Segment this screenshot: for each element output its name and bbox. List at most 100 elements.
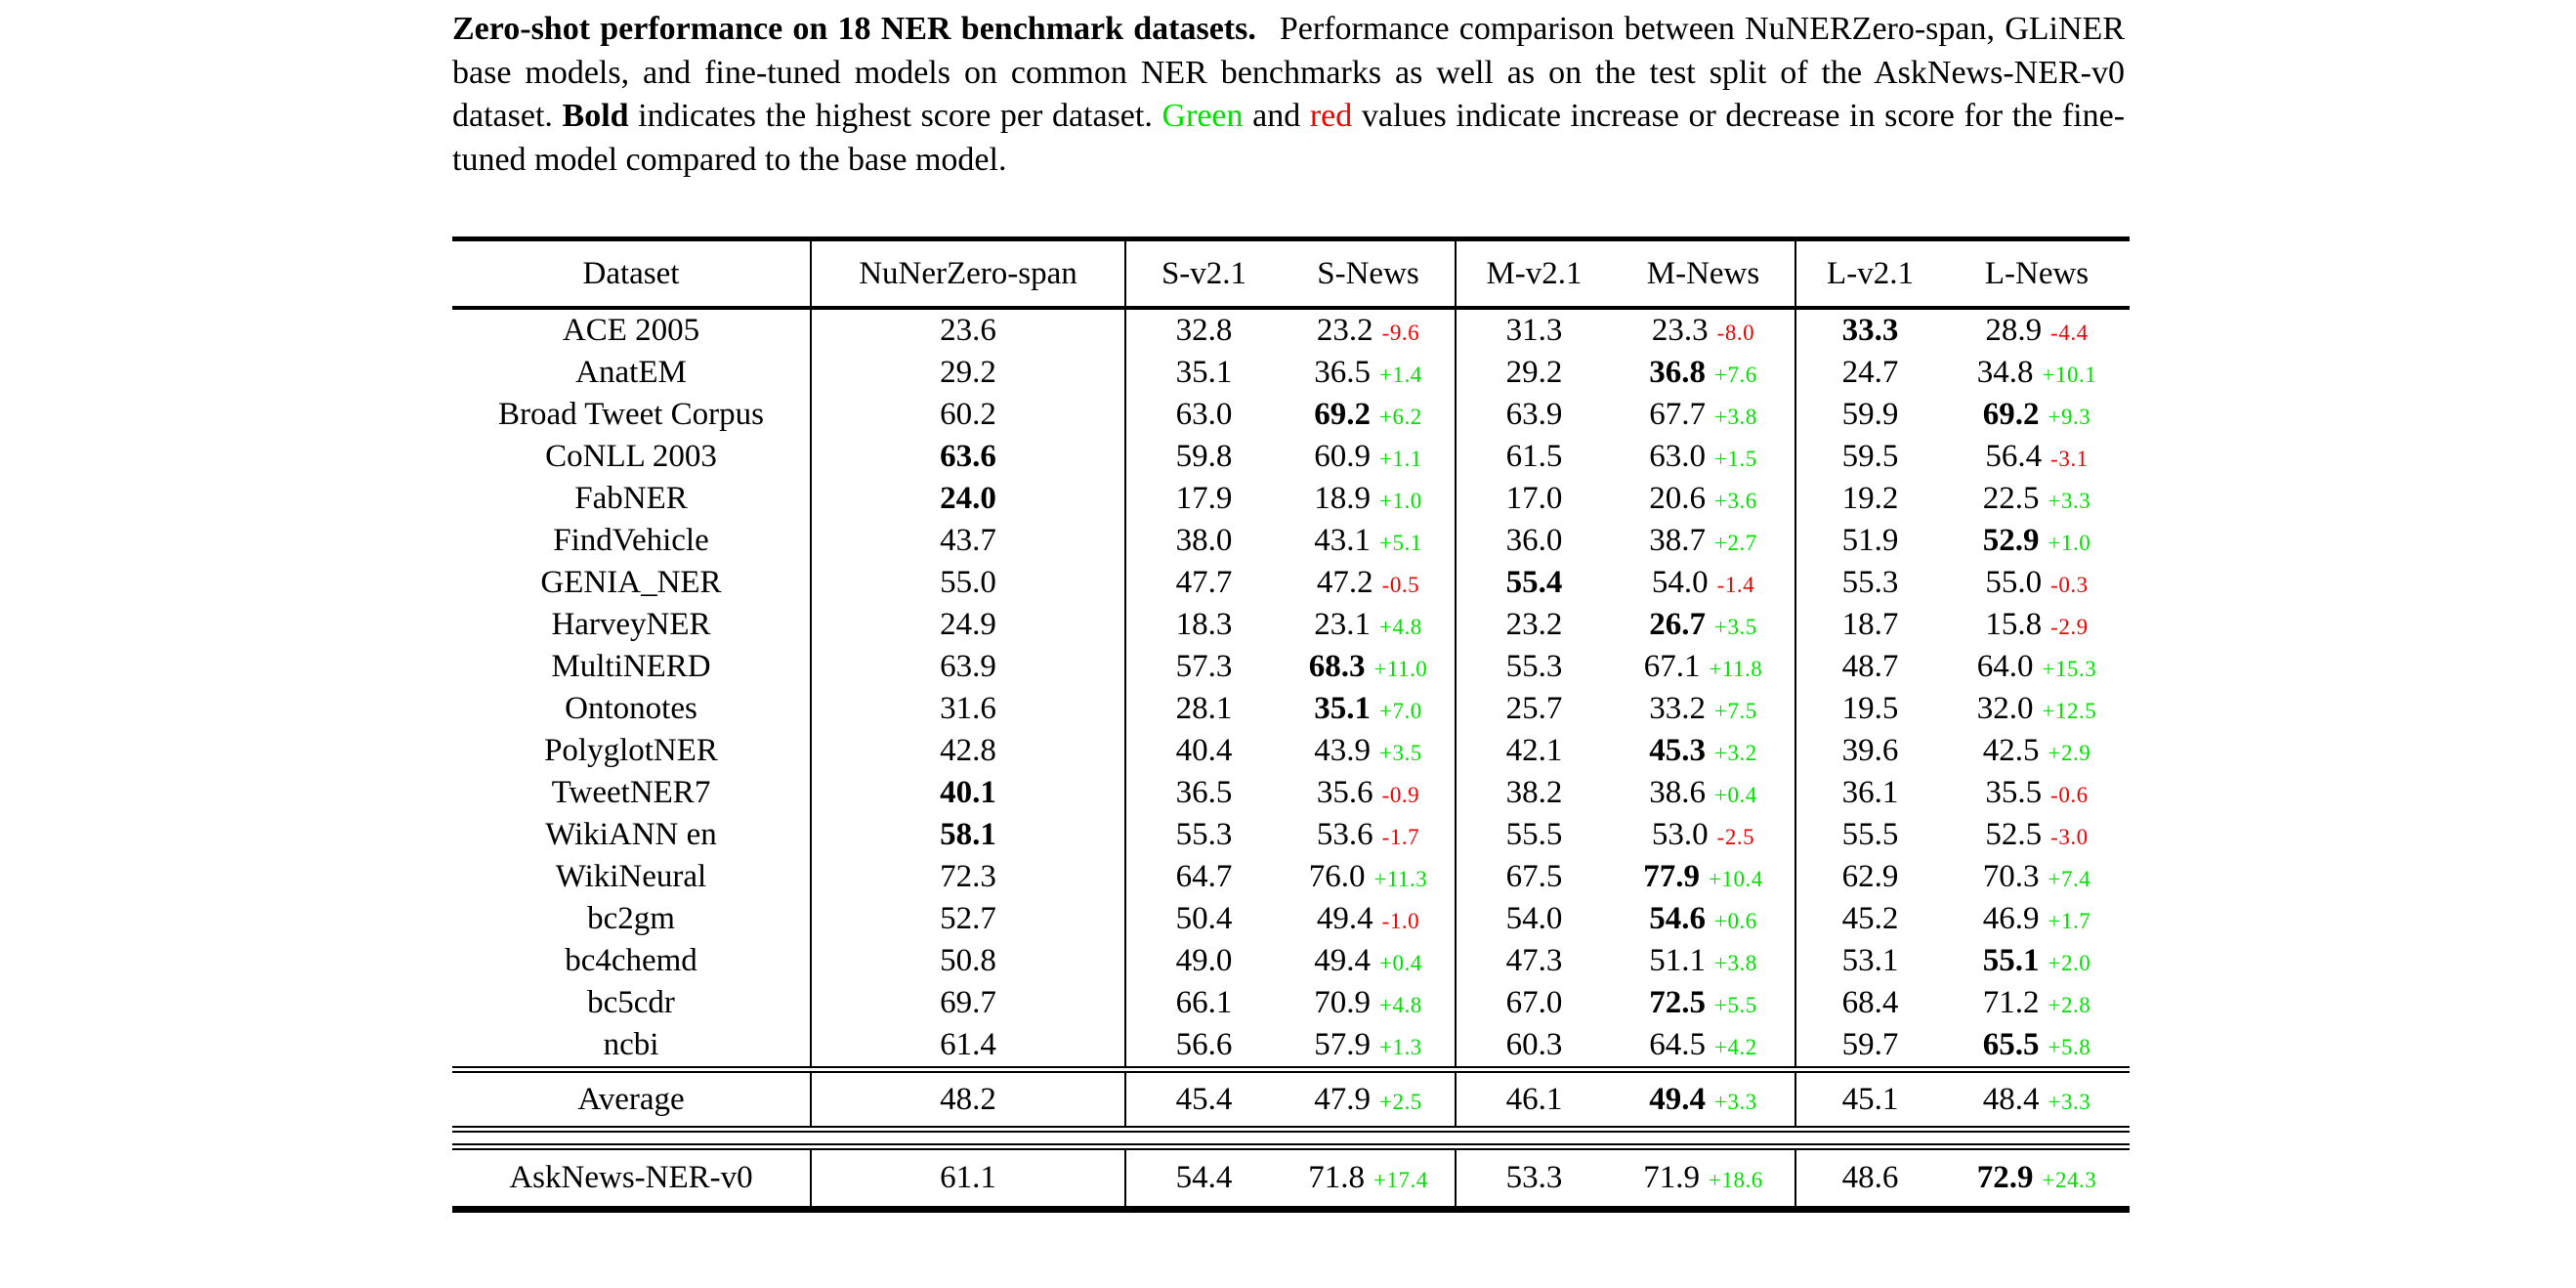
score-delta-increase: +5.1 bbox=[1379, 531, 1422, 555]
dataset-name: MultiNERD bbox=[551, 649, 711, 684]
score-value: 36.1 bbox=[1841, 775, 1899, 810]
cell-s-v2-1: 35.1 bbox=[1124, 352, 1282, 394]
score-value: 55.3 bbox=[1175, 817, 1233, 852]
score-value: 40.4 bbox=[1175, 733, 1233, 768]
score-value-best: 36.8 bbox=[1649, 355, 1706, 390]
caption-green-segment: Green bbox=[1161, 98, 1244, 134]
score-value-best: 72.9 bbox=[1976, 1160, 2034, 1195]
score-value: 55.5 bbox=[1505, 817, 1563, 852]
cell-s-v2-1: 45.4 bbox=[1124, 1069, 1282, 1130]
score-delta-increase: +0.4 bbox=[1379, 951, 1422, 975]
score-value-best: 77.9 bbox=[1643, 859, 1700, 894]
cell-l-news: 72.9 +24.3 bbox=[1944, 1147, 2130, 1210]
cell-l-news: 64.0 +15.3 bbox=[1944, 646, 2130, 688]
score-delta-increase: +5.5 bbox=[1714, 993, 1757, 1017]
cell-dataset: WikiNeural bbox=[452, 856, 811, 898]
score-value: 59.5 bbox=[1841, 439, 1899, 474]
cell-dataset: Ontonotes bbox=[452, 688, 811, 730]
cell-m-news: 33.2 +7.5 bbox=[1612, 688, 1795, 730]
cell-m-v2-1: 60.3 bbox=[1455, 1024, 1612, 1066]
col-header-l-v2-1: L-v2.1 bbox=[1795, 238, 1944, 310]
cell-nunerzero-span: 63.6 bbox=[810, 436, 1125, 478]
cell-nunerzero-span: 60.2 bbox=[810, 394, 1125, 436]
col-header-s-v2-1: S-v2.1 bbox=[1124, 238, 1282, 310]
score-value: 15.8 bbox=[1985, 607, 2043, 642]
score-delta-increase: +2.7 bbox=[1714, 531, 1757, 555]
score-value-best: 40.1 bbox=[940, 775, 996, 810]
cell-l-news: 34.8 +10.1 bbox=[1944, 352, 2130, 394]
cell-dataset: MultiNERD bbox=[452, 646, 811, 688]
cell-m-v2-1: 61.5 bbox=[1455, 436, 1612, 478]
score-delta-increase: +10.4 bbox=[1709, 867, 1763, 891]
score-delta-decrease: -9.6 bbox=[1381, 321, 1420, 345]
score-value: 35.5 bbox=[1985, 775, 2043, 810]
score-value: 18.3 bbox=[1175, 607, 1233, 642]
score-value: 35.6 bbox=[1316, 775, 1373, 810]
score-delta-increase: +15.3 bbox=[2042, 657, 2097, 681]
score-value: 49.4 bbox=[1316, 901, 1373, 936]
cell-l-v2-1: 59.5 bbox=[1795, 436, 1944, 478]
cell-l-news: 52.9 +1.0 bbox=[1944, 520, 2130, 562]
table-row: HarveyNER 24.9 18.3 23.1 +4.8 23.2 26.7 +3.5 18.… bbox=[452, 604, 2130, 646]
score-value-best: 65.5 bbox=[1982, 1027, 2040, 1062]
cell-l-news: 28.9 -4.4 bbox=[1944, 308, 2130, 352]
cell-m-news: 20.6 +3.6 bbox=[1612, 478, 1795, 520]
score-value: 28.1 bbox=[1175, 691, 1233, 726]
score-value-best: 49.4 bbox=[1649, 1081, 1706, 1117]
cell-dataset: HarveyNER bbox=[452, 604, 811, 646]
cell-s-v2-1: 55.3 bbox=[1124, 814, 1282, 856]
score-value: 56.4 bbox=[1985, 439, 2043, 474]
score-value: 17.9 bbox=[1175, 481, 1233, 516]
cell-nunerzero-span: 52.7 bbox=[810, 898, 1125, 940]
score-value: 38.6 bbox=[1649, 775, 1706, 810]
table-row: ncbi 61.4 56.6 57.9 +1.3 60.3 64.5 +4.2 59.7 65.5… bbox=[452, 1024, 2130, 1066]
score-value-best: 24.0 bbox=[940, 481, 996, 516]
score-delta-increase: +10.1 bbox=[2042, 363, 2097, 387]
score-delta-increase: +3.8 bbox=[1714, 405, 1757, 429]
cell-m-news: 72.5 +5.5 bbox=[1612, 982, 1795, 1024]
dataset-name: AnatEM bbox=[575, 355, 687, 390]
cell-l-news: 35.5 -0.6 bbox=[1944, 772, 2130, 814]
cell-m-v2-1: 31.3 bbox=[1455, 308, 1612, 352]
score-delta-increase: +18.6 bbox=[1709, 1168, 1763, 1192]
cell-l-v2-1: 48.6 bbox=[1795, 1146, 1944, 1210]
score-delta-decrease: -0.5 bbox=[1381, 573, 1420, 597]
score-value: 46.1 bbox=[1505, 1081, 1563, 1117]
score-value: 43.9 bbox=[1314, 733, 1371, 768]
cell-s-news: 49.4 +0.4 bbox=[1282, 940, 1456, 982]
score-value: 59.9 bbox=[1841, 397, 1899, 432]
table-row: Average 48.2 45.4 47.9 +2.5 46.1 49.4 +3.3 45.1 4… bbox=[452, 1069, 2130, 1130]
cell-m-v2-1: 46.1 bbox=[1455, 1069, 1612, 1130]
cell-s-news: 35.1 +7.0 bbox=[1282, 688, 1456, 730]
cell-l-news: 32.0 +12.5 bbox=[1944, 688, 2130, 730]
score-value: 67.7 bbox=[1649, 397, 1706, 432]
score-value: 47.9 bbox=[1314, 1081, 1371, 1117]
score-value: 23.2 bbox=[1316, 313, 1373, 348]
score-value: 69.7 bbox=[940, 985, 996, 1020]
score-delta-increase: +11.0 bbox=[1373, 657, 1428, 681]
cell-s-news: 60.9 +1.1 bbox=[1282, 436, 1456, 478]
cell-l-v2-1: 68.4 bbox=[1795, 982, 1944, 1024]
table-caption: Zero-shot performance on 18 NER benchmar… bbox=[452, 8, 2125, 182]
score-delta-increase: +3.2 bbox=[1714, 741, 1757, 765]
score-value: 23.6 bbox=[940, 313, 996, 348]
cell-nunerzero-span: 50.8 bbox=[810, 940, 1125, 982]
score-value: 22.5 bbox=[1982, 481, 2040, 516]
cell-nunerzero-span: 24.0 bbox=[810, 478, 1125, 520]
score-value: 54.4 bbox=[1175, 1160, 1233, 1195]
score-delta-decrease: -1.4 bbox=[1716, 573, 1755, 597]
score-value: 52.7 bbox=[940, 901, 996, 936]
cell-dataset: AskNews-NER-v0 bbox=[452, 1147, 811, 1210]
score-delta-increase: +12.5 bbox=[2042, 699, 2097, 723]
asknews-table: AskNews-NER-v0 61.1 54.4 71.8 +17.4 53.3 71.9 +… bbox=[452, 1143, 2130, 1213]
cell-nunerzero-span: 72.3 bbox=[810, 856, 1125, 898]
score-value: 48.6 bbox=[1841, 1160, 1899, 1195]
caption-bold-segment: Zero-shot performance on 18 NER benchmar… bbox=[452, 11, 1256, 47]
score-delta-increase: +4.8 bbox=[1379, 993, 1422, 1017]
dataset-name: bc4chemd bbox=[565, 943, 697, 978]
score-delta-increase: +24.3 bbox=[2042, 1168, 2097, 1192]
dataset-name: ncbi bbox=[603, 1027, 659, 1062]
score-delta-increase: +3.3 bbox=[2048, 489, 2091, 513]
score-delta-increase: +1.0 bbox=[2048, 531, 2091, 555]
score-delta-decrease: -0.9 bbox=[1381, 783, 1420, 807]
